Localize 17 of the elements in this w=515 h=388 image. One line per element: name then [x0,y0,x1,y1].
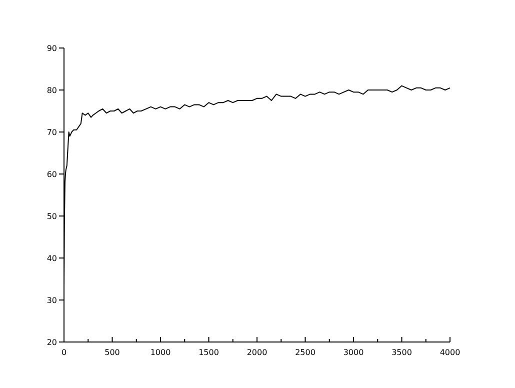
x-tick-label: 2500 [295,348,316,357]
x-tick-label: 500 [104,348,120,357]
y-tick-label: 30 [46,296,57,305]
y-tick-label: 80 [46,86,57,95]
x-tick-label: 3000 [343,348,364,357]
y-tick-label: 60 [46,170,57,179]
x-tick-label: 1000 [150,348,171,357]
y-tick-label: 50 [46,212,57,221]
x-tick-label: 1500 [198,348,219,357]
y-tick-label: 20 [46,338,57,347]
y-tick-label: 90 [46,44,57,53]
y-tick-label: 70 [46,128,57,137]
x-tick-label: 0 [61,348,67,357]
x-tick-label: 2000 [246,348,268,357]
x-tick-label: 3500 [392,348,412,357]
x-tick-label: 4000 [440,348,460,357]
y-tick-label: 40 [46,254,57,263]
